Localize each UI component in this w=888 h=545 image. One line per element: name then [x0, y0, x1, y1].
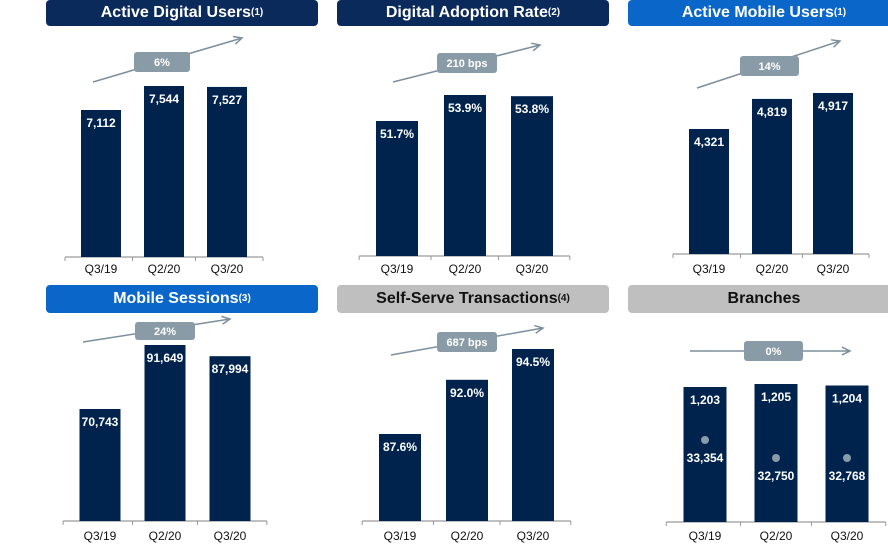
x-tick-label: Q2/20 — [451, 529, 484, 543]
growth-label: 210 bps — [447, 58, 488, 70]
footnote-marker: (3) — [238, 292, 251, 304]
data-label: 7,544 — [149, 92, 179, 106]
bar-q3-20 — [207, 86, 247, 257]
secondary-marker — [843, 454, 851, 462]
x-tick-label: Q3/20 — [516, 262, 549, 276]
x-tick-label: Q3/19 — [84, 529, 117, 543]
header-title: Self-Serve Transactions — [376, 290, 558, 307]
x-tick-label: Q3/20 — [831, 529, 864, 543]
secondary-label: 32,750 — [758, 469, 795, 483]
x-tick-label: Q3/19 — [384, 529, 417, 543]
header-branches: Branches — [628, 285, 888, 313]
data-label: 87,994 — [212, 362, 249, 376]
footnote-marker: (4) — [557, 292, 570, 304]
header-title: Active Digital Users — [100, 4, 252, 21]
x-tick-label: Q2/20 — [760, 529, 793, 543]
growth-label: 24% — [154, 326, 176, 338]
data-label: 4,819 — [757, 105, 787, 119]
data-label: 92.0% — [450, 386, 484, 400]
x-tick-label: Q3/20 — [211, 262, 244, 276]
header-title: Digital Adoption Rate — [385, 4, 548, 21]
trend-arrow-head-icon — [232, 35, 244, 45]
bar-q2-20 — [144, 86, 184, 257]
data-label: 87.6% — [383, 440, 417, 454]
secondary-marker — [701, 436, 709, 444]
data-label: 7,527 — [212, 93, 242, 107]
bar-q3-19 — [683, 387, 727, 522]
x-tick-label: Q3/19 — [693, 262, 726, 276]
x-tick-label: Q3/19 — [381, 262, 414, 276]
secondary-marker — [772, 454, 780, 462]
footnote-marker: (2) — [547, 6, 561, 18]
x-tick-label: Q3/19 — [85, 262, 118, 276]
trend-arrow-head-icon — [221, 315, 232, 325]
bar-q3-20 — [813, 93, 853, 254]
data-label: 1,203 — [690, 393, 720, 407]
bar-q3-20 — [512, 349, 554, 521]
data-label: 91,649 — [147, 351, 184, 365]
bar-q3-19 — [379, 434, 421, 521]
trend-arrow-head-icon — [830, 39, 842, 48]
data-label: 1,205 — [761, 390, 791, 404]
x-tick-label: Q2/20 — [756, 262, 789, 276]
bar-q2-20 — [144, 345, 186, 521]
x-tick-label: Q3/20 — [517, 529, 550, 543]
bar-q3-19 — [689, 129, 729, 254]
data-label: 4,917 — [818, 99, 848, 113]
growth-badge — [135, 322, 195, 340]
trend-arrow-head-icon — [531, 42, 542, 52]
data-label: 7,112 — [86, 116, 116, 130]
data-label: 70,743 — [82, 415, 119, 429]
header-active-digital-users: Active Digital Users (1) — [46, 0, 318, 26]
header-title: Active Mobile Users — [681, 4, 834, 21]
data-label: 51.7% — [380, 127, 414, 141]
data-label: 1,204 — [832, 392, 862, 406]
header-title: Branches — [727, 290, 801, 307]
footnote-marker: (1) — [251, 6, 264, 18]
data-label: 53.8% — [515, 102, 549, 116]
x-tick-label: Q2/20 — [449, 262, 482, 276]
growth-badge — [437, 332, 497, 352]
x-tick-label: Q3/20 — [817, 262, 850, 276]
bar-q3-19 — [79, 409, 121, 521]
growth-label: 6% — [154, 57, 170, 69]
trend-arrow-head-icon — [534, 324, 545, 334]
bar-q3-20 — [511, 96, 553, 256]
secondary-label: 33,354 — [687, 451, 724, 465]
bar-q3-19 — [81, 110, 121, 257]
header-title: Mobile Sessions — [113, 290, 239, 307]
data-label: 94.5% — [516, 355, 550, 369]
growth-label: 687 bps — [447, 337, 488, 349]
data-label: 4,321 — [694, 135, 724, 149]
trend-arrow-head-icon — [841, 346, 852, 356]
x-tick-label: Q2/20 — [149, 529, 182, 543]
data-label: 53.9% — [448, 101, 482, 115]
bar-q2-20 — [446, 379, 488, 521]
growth-label: 14% — [758, 61, 780, 73]
x-tick-label: Q2/20 — [148, 262, 181, 276]
footnote-marker: (1) — [833, 6, 847, 18]
bar-q2-20 — [754, 384, 798, 522]
growth-label: 0% — [766, 346, 782, 358]
bar-q2-20 — [752, 98, 792, 254]
x-tick-label: Q3/19 — [689, 529, 722, 543]
growth-badge — [744, 341, 803, 361]
x-tick-label: Q3/20 — [214, 529, 247, 543]
bar-q3-19 — [376, 121, 418, 256]
bar-q3-20 — [209, 356, 251, 521]
growth-badge — [740, 56, 799, 76]
header-digital-adoption-rate: Digital Adoption Rate (2) — [337, 0, 609, 26]
header-self-serve-transactions: Self-Serve Transactions (4) — [337, 285, 609, 313]
header-mobile-sessions: Mobile Sessions (3) — [46, 285, 318, 313]
growth-badge — [437, 53, 497, 73]
header-active-mobile-users: Active Mobile Users (1) — [628, 0, 888, 26]
secondary-label: 32,768 — [829, 469, 866, 483]
bar-q3-20 — [825, 385, 869, 522]
bar-q2-20 — [444, 95, 486, 256]
growth-badge — [134, 52, 190, 72]
